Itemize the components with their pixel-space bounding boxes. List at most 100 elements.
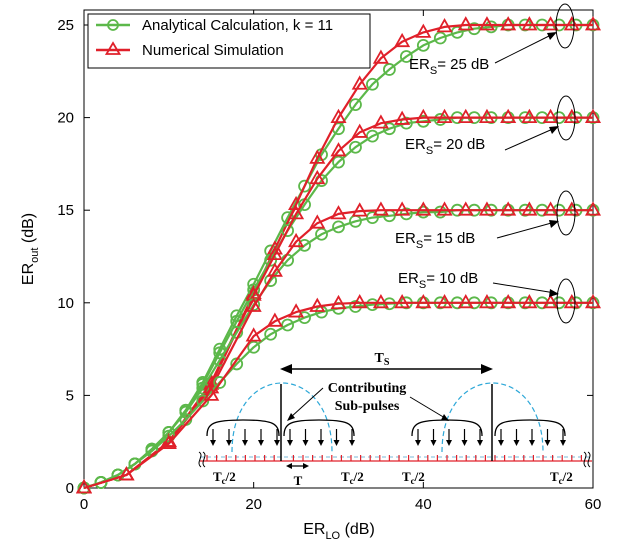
annotation-es-15: ERS= 15 dB [395,230,475,251]
inset-break-left-1 [198,451,202,468]
inset-down-arrowhead [242,440,248,446]
inset-down-arrowhead [318,440,324,446]
inset-down-arrowhead [415,440,421,446]
data-point-triangle [245,297,262,312]
data-point-triangle [436,201,453,216]
series-numerical-es20 [75,108,602,494]
x-axis-label: ERLO (dB) [303,521,375,542]
y-tick-label: 0 [66,480,74,497]
data-point-triangle [288,205,305,220]
inset-down-arrowhead [560,440,566,446]
data-point-triangle [500,16,517,31]
inset-schematic: TS Contributing Sub-pulses Tc/2 Tc/2 Tc/… [198,351,592,488]
inset-tc-label-1: Tc/2 [213,469,236,486]
data-point-triangle [542,16,559,31]
data-point-triangle [478,108,496,123]
inset-down-arrowhead [498,440,504,446]
inset-down-arrowhead [210,440,216,446]
data-point-triangle [584,108,602,123]
data-point-triangle [351,75,368,90]
annotations: ERS= 25 dB ERS= 20 dB ERS= 15 dB ERS= 10… [395,3,576,324]
legend-marker-circle [107,19,119,31]
inset-down-arrowhead [513,440,520,446]
data-point-circle [382,122,396,136]
inset-down-arrowhead [446,440,452,446]
legend-box [87,13,371,69]
arrowhead-10 [549,289,559,297]
annotation-es-25: ERS= 25 dB [409,56,489,77]
inset-brace-1 [206,419,280,437]
data-point-circle [382,63,396,76]
data-point-triangle [351,202,368,217]
ellipse-25 [555,3,575,49]
legend-label-numerical: Numerical Simulation [142,42,284,59]
data-point-circle [94,476,108,489]
inset-down-arrowhead [333,440,340,446]
arrow-15 [496,221,556,239]
data-point-circle [433,205,447,219]
data-point-triangle [457,201,474,216]
inset-down-arrowhead [544,440,551,446]
data-point-triangle [330,142,347,157]
tick-labels: 0 20 40 60 0 5 10 15 20 25 [57,17,601,513]
inset-ts-label: TS [375,351,390,368]
inset-down-arrowhead [226,440,232,446]
arrow-10 [492,282,556,294]
data-point-circle [315,227,328,241]
data-point-circle [264,327,278,341]
y-tick-label: 15 [57,202,74,219]
data-point-triangle [372,49,389,64]
data-point-circle [298,179,311,193]
annotation-es-10: ERS= 10 dB [398,270,478,291]
legend-marker-triangle [104,41,122,55]
ellipse-15 [556,190,576,236]
data-point-circle [366,77,379,91]
inset-down-arrowhead [477,440,483,446]
inset-ts-arrow-left [280,364,292,374]
inset-break-left-2 [202,451,206,468]
data-point-triangle [415,293,432,309]
data-point-triangle [415,201,432,216]
arrowhead-20 [549,126,559,134]
data-point-triangle [542,108,559,123]
data-point-triangle [75,479,93,494]
data-point-circle [349,140,362,154]
data-point-triangle [584,16,602,31]
plot-frame [83,9,594,489]
inset-brace-4 [494,419,566,437]
inset-down-arrows [210,429,566,446]
y-tick-label: 5 [66,387,74,404]
data-point-triangle [203,386,220,401]
data-point-circle [298,311,311,325]
series-numerical-es15 [75,201,602,494]
annotation-es-20: ERS= 20 dB [405,136,485,157]
data-point-circle [281,224,295,237]
data-point-triangle [521,16,538,31]
data-point-triangle [372,293,389,309]
inset-down-arrowhead [274,440,280,446]
inset-break-right-1 [583,451,587,468]
inset-t-arrow-left [286,463,292,469]
series-line [83,23,593,490]
x-tick-label: 20 [245,496,262,513]
series-analytical-es25 [77,18,600,495]
data-point-triangle [436,293,453,309]
y-tick-label: 20 [57,110,74,127]
inset-down-arrowhead [529,440,535,446]
data-point-triangle [584,201,602,216]
data-point-triangle [309,297,326,312]
inset-t-label: T [294,473,303,488]
data-point-triangle [584,293,602,309]
series-line [83,209,593,490]
series-line [83,116,593,490]
inset-pointer-1-head [287,413,295,421]
data-point-triangle [457,108,474,123]
data-point-circle [349,98,362,112]
inset-tc-label-2: Tc/2 [341,469,364,486]
data-point-triangle [478,293,496,309]
inset-pointer-2-head [441,414,449,421]
data-point-triangle [521,293,538,309]
data-point-triangle [394,110,411,125]
legend-label-analytical: Analytical Calculation, k = 11 [142,17,333,34]
arrowhead-25 [547,32,557,40]
